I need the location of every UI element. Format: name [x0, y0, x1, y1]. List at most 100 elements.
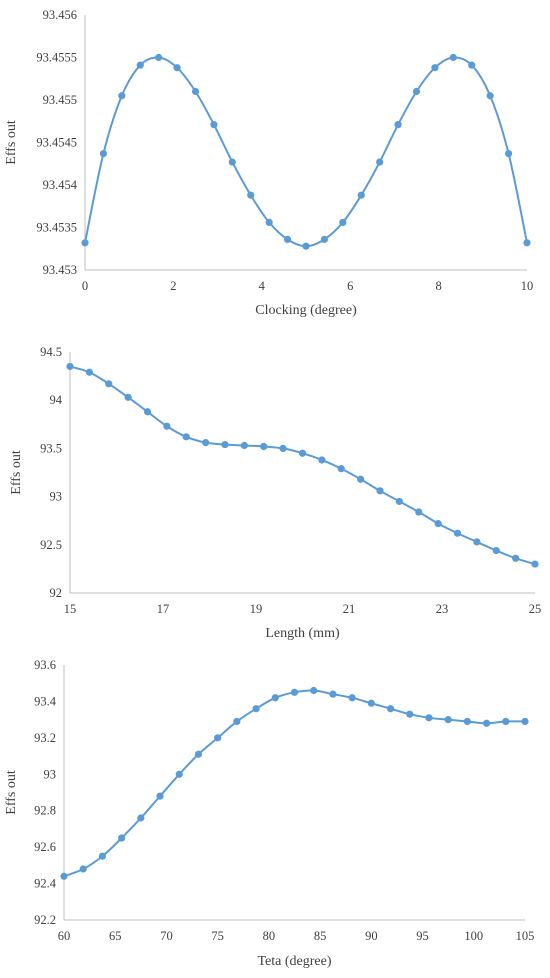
data-point	[85, 368, 93, 376]
x-tick-label: 0	[82, 279, 88, 293]
data-point	[310, 686, 318, 695]
data-point	[449, 53, 457, 62]
data-point	[247, 191, 255, 199]
data-point	[182, 433, 190, 441]
chart-2: 92 92.5 93 93.5 94 94.5 15 17 19 21 23 25 Length (mm…	[9, 345, 541, 641]
series-line	[63, 689, 526, 878]
x-tick-label: 8	[435, 279, 441, 293]
data-point	[279, 444, 287, 452]
data-point	[118, 834, 126, 842]
data-point	[202, 439, 210, 447]
data-point	[492, 546, 500, 555]
data-point	[395, 497, 403, 506]
x-tick-label: 105	[516, 929, 535, 943]
y-tick-label: 92	[50, 586, 63, 600]
series-line	[69, 365, 536, 566]
data-point	[504, 149, 513, 158]
data-point	[512, 554, 520, 562]
data-point	[394, 121, 402, 129]
x-tick-label: 23	[436, 602, 449, 616]
data-point	[521, 717, 529, 726]
data-point	[320, 235, 329, 243]
data-point	[473, 538, 481, 546]
y-tick-label: 93.456	[43, 8, 77, 22]
x-tick-label: 100	[464, 929, 483, 943]
x-tick-label: 60	[58, 929, 71, 943]
data-point	[79, 865, 87, 873]
x-tick-label: 19	[250, 602, 263, 616]
data-point	[99, 149, 108, 158]
data-point	[531, 560, 539, 568]
data-point	[118, 92, 126, 100]
data-point	[252, 705, 260, 713]
x-axis-title: Clocking (degree)	[255, 303, 357, 318]
data-point	[124, 393, 132, 401]
x-tick-label: 4	[259, 279, 266, 293]
data-point	[339, 218, 347, 226]
x-tick-label: 75	[211, 929, 224, 943]
series-line	[84, 56, 528, 248]
data-point	[453, 529, 462, 537]
data-point	[406, 710, 414, 718]
data-point	[523, 239, 531, 247]
x-tick-label: 10	[521, 279, 534, 293]
data-point	[415, 508, 423, 516]
x-tick-label: 85	[314, 929, 327, 943]
data-point	[156, 792, 164, 800]
data-point	[66, 362, 74, 371]
data-point	[214, 734, 222, 742]
y-tick-label: 93.4535	[36, 221, 77, 235]
data-point	[444, 716, 452, 724]
data-point	[376, 487, 384, 495]
y-tick-label: 93	[50, 490, 63, 504]
x-tick-label: 70	[160, 929, 173, 943]
data-point	[502, 717, 510, 726]
data-point	[60, 872, 68, 880]
data-point	[173, 64, 181, 72]
data-point	[290, 688, 299, 696]
data-point	[143, 408, 152, 416]
y-tick-label: 93.4555	[36, 51, 77, 65]
y-tick-label: 93.4	[34, 694, 57, 708]
x-tick-label: 25	[529, 602, 542, 616]
data-point	[240, 441, 248, 450]
data-point	[271, 694, 279, 702]
data-point	[221, 440, 229, 449]
data-point	[357, 191, 365, 199]
data-point	[298, 449, 307, 457]
y-tick-label: 92.8	[34, 804, 56, 818]
x-axis-title: Length (mm)	[265, 626, 340, 641]
data-point	[367, 699, 375, 707]
x-tick-label: 21	[343, 602, 356, 616]
y-tick-label: 93.455	[43, 93, 77, 107]
data-point	[233, 717, 241, 726]
x-tick-label: 15	[64, 602, 77, 616]
x-tick-label: 90	[365, 929, 378, 943]
y-tick-label: 92.4	[34, 877, 57, 891]
data-point	[98, 852, 107, 860]
data-point	[434, 519, 442, 528]
data-point	[486, 92, 494, 100]
data-point	[329, 690, 337, 698]
data-point	[412, 87, 421, 96]
data-point	[386, 705, 395, 713]
x-tick-label: 65	[109, 929, 122, 943]
data-point	[337, 465, 345, 473]
data-point	[228, 158, 236, 166]
x-tick-label: 95	[416, 929, 429, 943]
y-tick-label: 94	[50, 393, 63, 407]
y-axis-title: Effs out	[9, 450, 24, 495]
y-tick-label: 93.6	[34, 658, 56, 672]
data-point	[283, 235, 292, 243]
data-point	[425, 714, 433, 722]
y-tick-label: 93.453	[43, 263, 77, 277]
y-tick-label: 92.5	[40, 538, 62, 552]
y-axis-title: Effs out	[4, 120, 19, 165]
data-point	[136, 61, 144, 69]
data-point	[81, 239, 89, 247]
chart-1: 93.453 93.4535 93.454 93.4545 93.455 93.4555 9…	[4, 8, 533, 318]
data-point	[260, 442, 268, 451]
data-point	[468, 61, 476, 69]
data-point	[431, 64, 439, 72]
